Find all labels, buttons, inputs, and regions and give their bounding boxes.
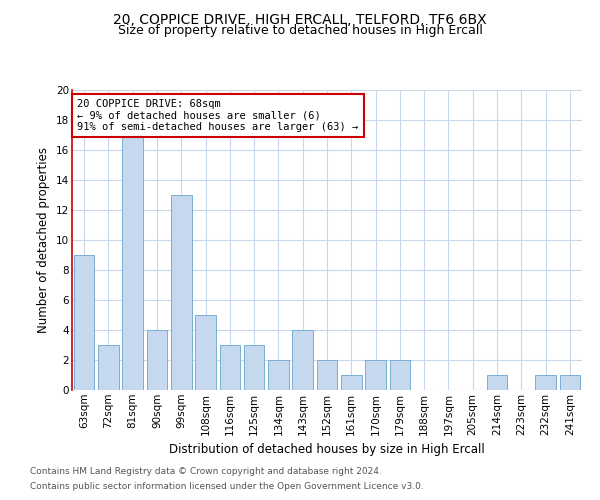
Bar xyxy=(365,360,386,390)
Bar xyxy=(535,375,556,390)
Bar xyxy=(171,195,191,390)
Bar xyxy=(74,255,94,390)
Text: 20, COPPICE DRIVE, HIGH ERCALL, TELFORD, TF6 6BX: 20, COPPICE DRIVE, HIGH ERCALL, TELFORD,… xyxy=(113,12,487,26)
Bar xyxy=(389,360,410,390)
Y-axis label: Number of detached properties: Number of detached properties xyxy=(37,147,50,333)
Text: Contains public sector information licensed under the Open Government Licence v3: Contains public sector information licen… xyxy=(30,482,424,491)
Bar xyxy=(341,375,362,390)
Text: Size of property relative to detached houses in High Ercall: Size of property relative to detached ho… xyxy=(118,24,482,37)
Bar xyxy=(292,330,313,390)
Bar xyxy=(244,345,265,390)
Bar xyxy=(122,135,143,390)
Bar xyxy=(146,330,167,390)
Bar xyxy=(220,345,240,390)
Bar xyxy=(560,375,580,390)
Text: Contains HM Land Registry data © Crown copyright and database right 2024.: Contains HM Land Registry data © Crown c… xyxy=(30,467,382,476)
Bar xyxy=(195,315,216,390)
Bar xyxy=(317,360,337,390)
Bar xyxy=(98,345,119,390)
Bar xyxy=(487,375,508,390)
Bar xyxy=(268,360,289,390)
X-axis label: Distribution of detached houses by size in High Ercall: Distribution of detached houses by size … xyxy=(169,443,485,456)
Text: 20 COPPICE DRIVE: 68sqm
← 9% of detached houses are smaller (6)
91% of semi-deta: 20 COPPICE DRIVE: 68sqm ← 9% of detached… xyxy=(77,99,358,132)
